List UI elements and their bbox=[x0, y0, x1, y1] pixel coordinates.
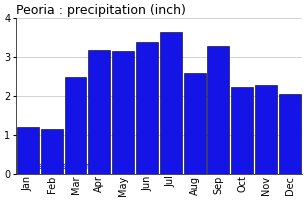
Bar bbox=[279, 94, 301, 174]
Bar bbox=[41, 129, 63, 174]
Bar bbox=[160, 32, 182, 174]
Bar bbox=[184, 73, 206, 174]
Bar bbox=[65, 77, 87, 174]
Bar bbox=[255, 85, 277, 174]
Bar bbox=[17, 127, 39, 174]
Text: Peoria : precipitation (inch): Peoria : precipitation (inch) bbox=[16, 4, 186, 17]
Bar bbox=[136, 42, 158, 174]
Bar bbox=[112, 51, 134, 174]
Bar bbox=[88, 50, 110, 174]
Bar bbox=[207, 46, 230, 174]
Text: www.allmetsat.com: www.allmetsat.com bbox=[19, 162, 94, 171]
Bar bbox=[231, 87, 253, 174]
